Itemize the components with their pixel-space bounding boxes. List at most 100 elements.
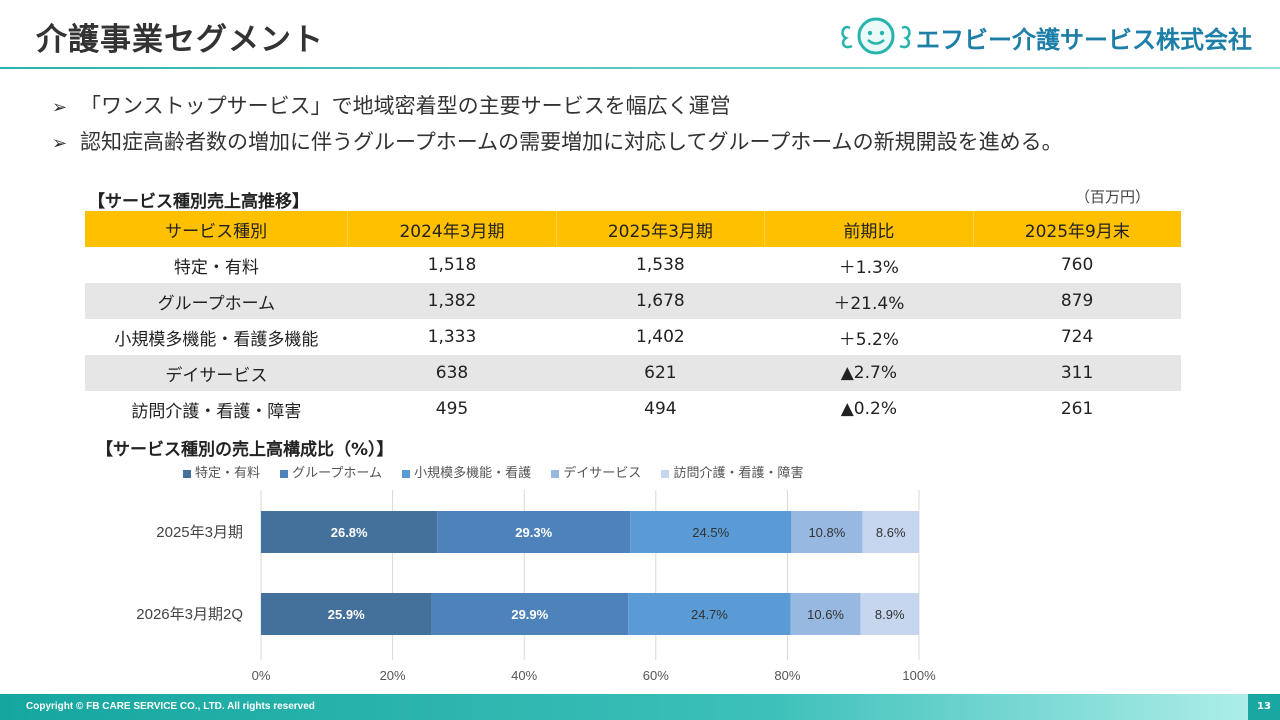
bullet-text: 「ワンストップサービス」で地域密着型の主要サービスを幅広く運営 xyxy=(80,94,731,118)
composition-bar-chart: 0% 20% 40% 60% 80% 100% 2025年3月期 26.8% 29.3% 24.5… xyxy=(136,490,936,683)
data-label: 26.8% xyxy=(331,525,368,540)
column-header: 2025年9月末 xyxy=(973,211,1181,247)
bullet-text: 認知症高齢者数の増加に伴うグループホームの需要増加に対応してグループホームの新規… xyxy=(80,130,1063,154)
table-cell: 879 xyxy=(973,283,1181,319)
legend-swatch xyxy=(183,469,191,478)
table-cell: 1,402 xyxy=(636,327,685,347)
legend-item: 小規模多機能・看護 xyxy=(402,462,531,481)
company-name: エフビー介護サービス株式会社 xyxy=(916,26,1252,54)
table-cell: 1,333 xyxy=(427,327,477,347)
data-label: 8.6% xyxy=(876,525,906,540)
table-cell: 261 xyxy=(1060,399,1094,419)
bar-segment xyxy=(437,511,631,553)
page-number: 13 xyxy=(1248,694,1280,720)
table-cell: 特定・有料 xyxy=(173,257,259,278)
data-label: 29.9% xyxy=(511,607,548,622)
legend-swatch xyxy=(280,469,289,478)
data-label: 25.9% xyxy=(328,607,365,622)
bar-segment xyxy=(431,593,629,635)
data-label: 10.8% xyxy=(808,525,845,540)
category-label: 2025年3月期 xyxy=(156,524,243,541)
smile-mascot-icon xyxy=(841,17,911,55)
table-cell: 638 xyxy=(347,355,557,391)
chart-legend: 特定・有料 グループホーム 小規模多機能・看護 デイサービス 訪問介護・看護・障… xyxy=(183,462,819,481)
legend-item: 特定・有料 xyxy=(183,462,260,481)
bar-segment xyxy=(860,593,919,635)
x-tick-label: 20% xyxy=(380,668,406,683)
bar-segment xyxy=(261,593,432,635)
table-row: 小規模多機能・看護多機能 1,333 1,402 ＋5.2% 724 xyxy=(85,319,1181,355)
column-header: 前期比 xyxy=(764,211,974,247)
column-header: 2025年3月期 xyxy=(556,211,766,247)
table-cell: 495 xyxy=(435,399,469,419)
arrow-bullet-icon: ➢ xyxy=(52,97,68,118)
legend-swatch xyxy=(661,469,670,478)
legend-swatch xyxy=(551,469,560,478)
table-unit: （百万円） xyxy=(1075,188,1151,206)
arrow-bullet-icon: ➢ xyxy=(52,133,68,154)
table-header-row: サービス種別 2024年3月期 2025年3月期 前期比 2025年9月末 xyxy=(85,211,1181,247)
legend-label: デイサービス xyxy=(563,466,642,481)
copyright-text: Copyright © FB CARE SERVICE CO., LTD. Al… xyxy=(26,701,315,712)
bar-segment xyxy=(791,511,863,553)
legend-item: グループホーム xyxy=(280,462,382,481)
legend-label: グループホーム xyxy=(292,466,382,481)
header-divider xyxy=(0,67,1280,69)
legend-label: 訪問介護・看護・障害 xyxy=(673,466,804,481)
sales-table: サービス種別 2024年3月期 2025年3月期 前期比 2025年9月末 特定… xyxy=(85,211,1181,427)
legend-item: デイサービス xyxy=(551,462,641,481)
x-tick-label: 60% xyxy=(643,668,669,683)
table-cell: 621 xyxy=(556,355,765,391)
legend-label: 小規模多機能・看護 xyxy=(414,466,532,481)
bullet-item: ➢ 認知症高齢者数の増加に伴うグループホームの需要増加に対応してグループホームの新… xyxy=(52,126,1063,162)
table-row: デイサービス 638 621 ▲2.7% 311 xyxy=(85,355,1181,391)
data-label: 8.9% xyxy=(875,607,905,622)
table-cell: 494 xyxy=(644,399,677,419)
legend-label: 特定・有料 xyxy=(195,466,261,481)
bar-segment xyxy=(790,593,861,635)
table-cell: ＋1.3% xyxy=(838,257,899,278)
table-cell: ＋5.2% xyxy=(838,329,899,350)
table-cell: 1,538 xyxy=(636,255,685,275)
table-cell: 760 xyxy=(1060,255,1094,275)
bullet-item: ➢ 「ワンストップサービス」で地域密着型の主要サービスを幅広く運営 xyxy=(52,90,1063,126)
category-label: 2026年3月期2Q xyxy=(136,606,243,623)
bar-segment xyxy=(261,511,438,553)
x-tick-label: 100% xyxy=(902,668,936,683)
table-row: 訪問介護・看護・障害 495 494 ▲0.2% 261 xyxy=(85,391,1181,427)
x-tick-label: 0% xyxy=(252,668,271,683)
table-cell: 724 xyxy=(1060,327,1094,347)
bar-segment xyxy=(862,511,919,553)
table-cell: ▲2.7% xyxy=(764,355,974,391)
data-label: 24.5% xyxy=(692,525,729,540)
page-title: 介護事業セグメント xyxy=(36,22,324,58)
table-cell: グループホーム xyxy=(85,283,348,319)
table-cell: 訪問介護・看護・障害 xyxy=(131,401,302,422)
table-cell: 1,678 xyxy=(556,283,765,319)
data-label: 29.3% xyxy=(515,525,552,540)
table-cell: 小規模多機能・看護多機能 xyxy=(114,329,319,350)
legend-item: 訪問介護・看護・障害 xyxy=(661,462,803,481)
x-tick-label: 40% xyxy=(511,668,537,683)
bar-segment xyxy=(630,511,792,553)
table-cell: ＋21.4% xyxy=(764,283,974,319)
data-label: 10.6% xyxy=(807,607,844,622)
x-tick-label: 80% xyxy=(774,668,800,683)
table-cell: 311 xyxy=(973,355,1181,391)
company-logo: エフビー介護サービス株式会社 xyxy=(838,14,1258,58)
table-row: グループホーム 1,382 1,678 ＋21.4% 879 xyxy=(85,283,1181,319)
legend-swatch xyxy=(402,469,411,478)
table-cell: デイサービス xyxy=(85,355,348,391)
chart-title: 【サービス種別の売上高構成比（%）】 xyxy=(96,440,394,460)
table-cell: ▲0.2% xyxy=(840,399,897,419)
bullet-list: ➢ 「ワンストップサービス」で地域密着型の主要サービスを幅広く運営 ➢ 認知症高齢者… xyxy=(52,90,1063,162)
table-title: 【サービス種別売上高推移】 xyxy=(88,192,309,212)
data-label: 24.7% xyxy=(691,607,728,622)
footer-bar: Copyright © FB CARE SERVICE CO., LTD. Al… xyxy=(0,694,1280,720)
table-cell: 1,518 xyxy=(427,255,477,275)
bar-segment xyxy=(628,593,791,635)
column-header: サービス種別 xyxy=(85,211,349,247)
table-cell: 1,382 xyxy=(347,283,557,319)
table-row: 特定・有料 1,518 1,538 ＋1.3% 760 xyxy=(85,247,1181,283)
column-header: 2024年3月期 xyxy=(347,211,557,247)
